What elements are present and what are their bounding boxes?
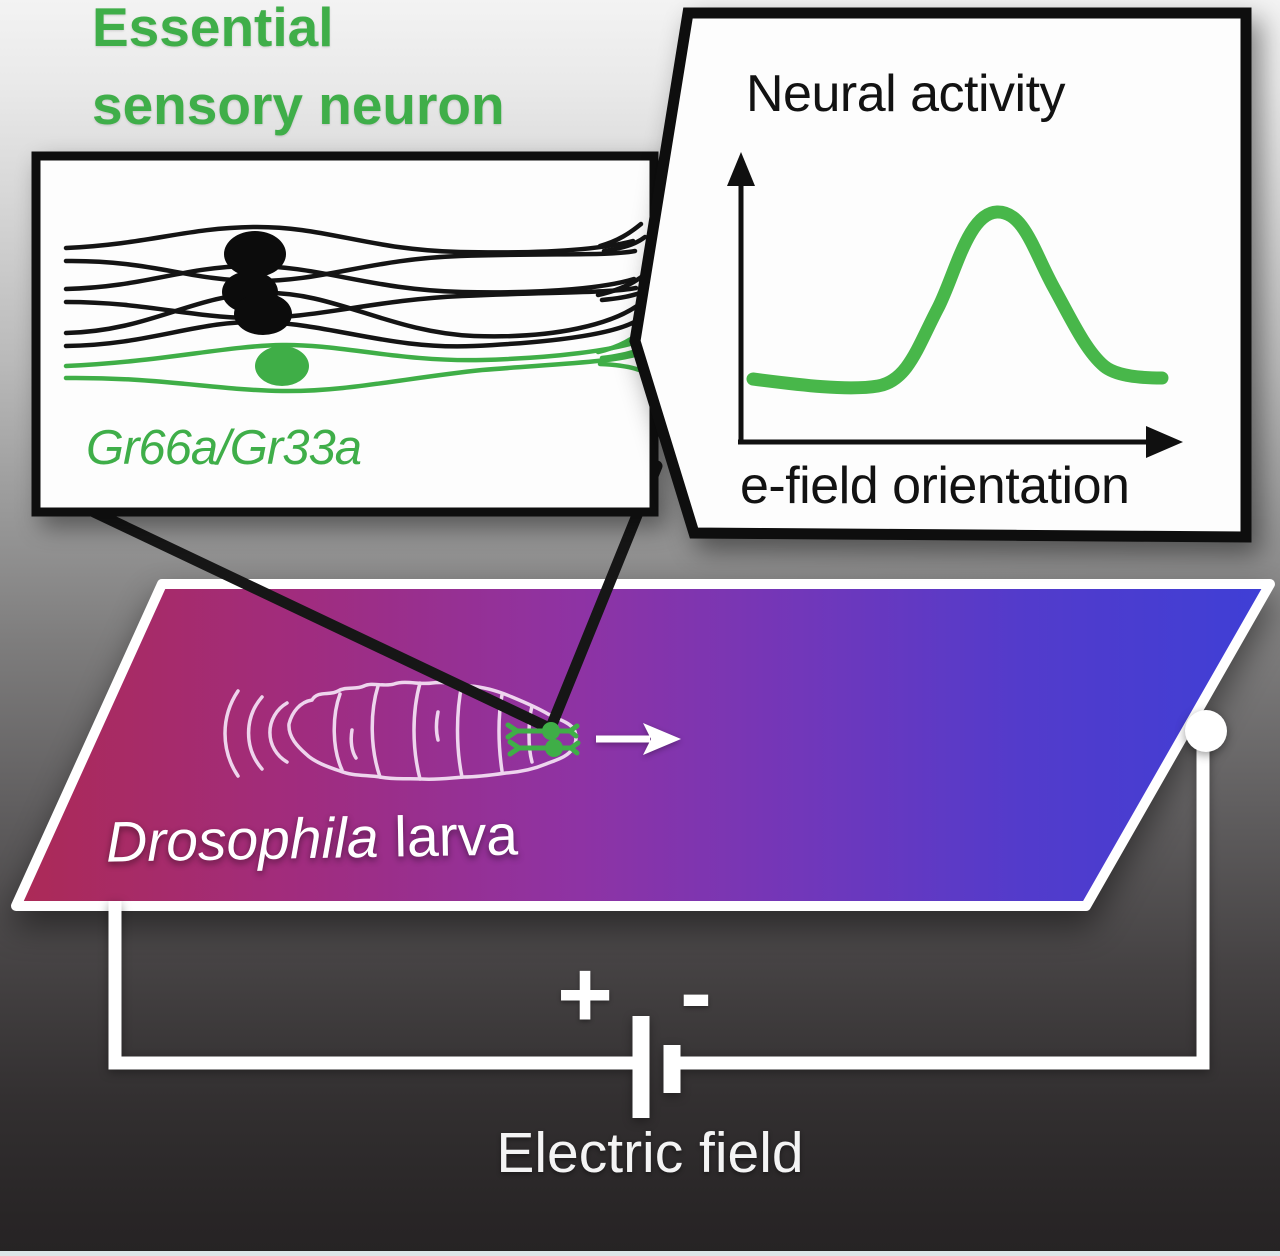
- species-label-rest: larva: [377, 803, 519, 870]
- larva-segment-line: [455, 682, 464, 779]
- plot-y-axis-arrowhead: [727, 152, 755, 186]
- activity-box: [629, 7, 1252, 543]
- head-neuron-soma: [542, 722, 560, 740]
- wire-right: [680, 742, 1210, 1070]
- neuron-nucleus-black: [234, 293, 292, 335]
- activity-box-frame: [629, 7, 1252, 543]
- bottom-edge-strip: [0, 1251, 1280, 1256]
- circuit-wiring: [108, 742, 1210, 1118]
- neuron-axon-fray-black: [601, 234, 648, 254]
- neuron-axon-fray-black: [597, 221, 644, 249]
- plot-x-axis-arrowhead: [1146, 426, 1183, 458]
- pointer-from-neuron-box: [88, 506, 553, 733]
- neuron-fiber-black: [63, 263, 637, 295]
- species-label: Drosophila larva: [105, 802, 518, 875]
- larva-detail-stroke: [349, 728, 358, 760]
- activity-plot-xlabel: e-field orientation: [740, 457, 1130, 515]
- activity-plot: [727, 152, 1183, 458]
- head-neuron-soma: [545, 739, 563, 757]
- gr66a-gr33a-neuron: [63, 326, 651, 394]
- figure-title-line1: Essential: [92, 0, 334, 58]
- neuron-fiber-black: [63, 290, 640, 339]
- larva-illustration: [223, 680, 578, 781]
- gene-label: Gr66a/Gr33a: [86, 421, 362, 475]
- electrode-contact: [1185, 710, 1227, 752]
- figure-title-line2: sensory neuron: [92, 74, 505, 136]
- tuning-curve: [746, 205, 1169, 395]
- larva-segment-line: [527, 704, 534, 764]
- battery-plus-sign: +: [556, 941, 614, 1048]
- wire-left: [108, 901, 634, 1070]
- activity-plot-title: Neural activity: [746, 65, 1066, 123]
- neuron-fiber-black: [63, 224, 636, 255]
- neuron-fiber-black: [63, 248, 638, 284]
- motion-arc: [246, 695, 264, 771]
- neuron-nucleus-black: [224, 231, 286, 277]
- larva-segment-line: [332, 692, 344, 772]
- neuron-fiber-green: [63, 350, 644, 394]
- larva-segment-line: [370, 684, 382, 779]
- neuron-fiber-green: [63, 338, 643, 369]
- neuron-nucleus-green: [255, 346, 309, 386]
- neuron-fiber-black: [63, 317, 641, 349]
- larva-segment-line: [412, 681, 422, 781]
- neuron-illustration: [63, 221, 651, 394]
- direction-arrow: [596, 723, 681, 755]
- species-label-italic: Drosophila: [105, 805, 380, 875]
- battery-minus-sign: -: [680, 939, 712, 1046]
- electric-field-label: Electric field: [496, 1121, 804, 1185]
- plate-surface: [11, 579, 1275, 911]
- head-sensory-neurons: [505, 722, 581, 757]
- electrode-plate: [11, 579, 1275, 911]
- direction-arrow-head: [643, 723, 681, 755]
- motion-arc: [268, 701, 289, 764]
- figure-title: Essential sensory neuron: [92, 0, 505, 144]
- motion-arc: [223, 689, 240, 778]
- larva-detail-stroke: [434, 710, 440, 742]
